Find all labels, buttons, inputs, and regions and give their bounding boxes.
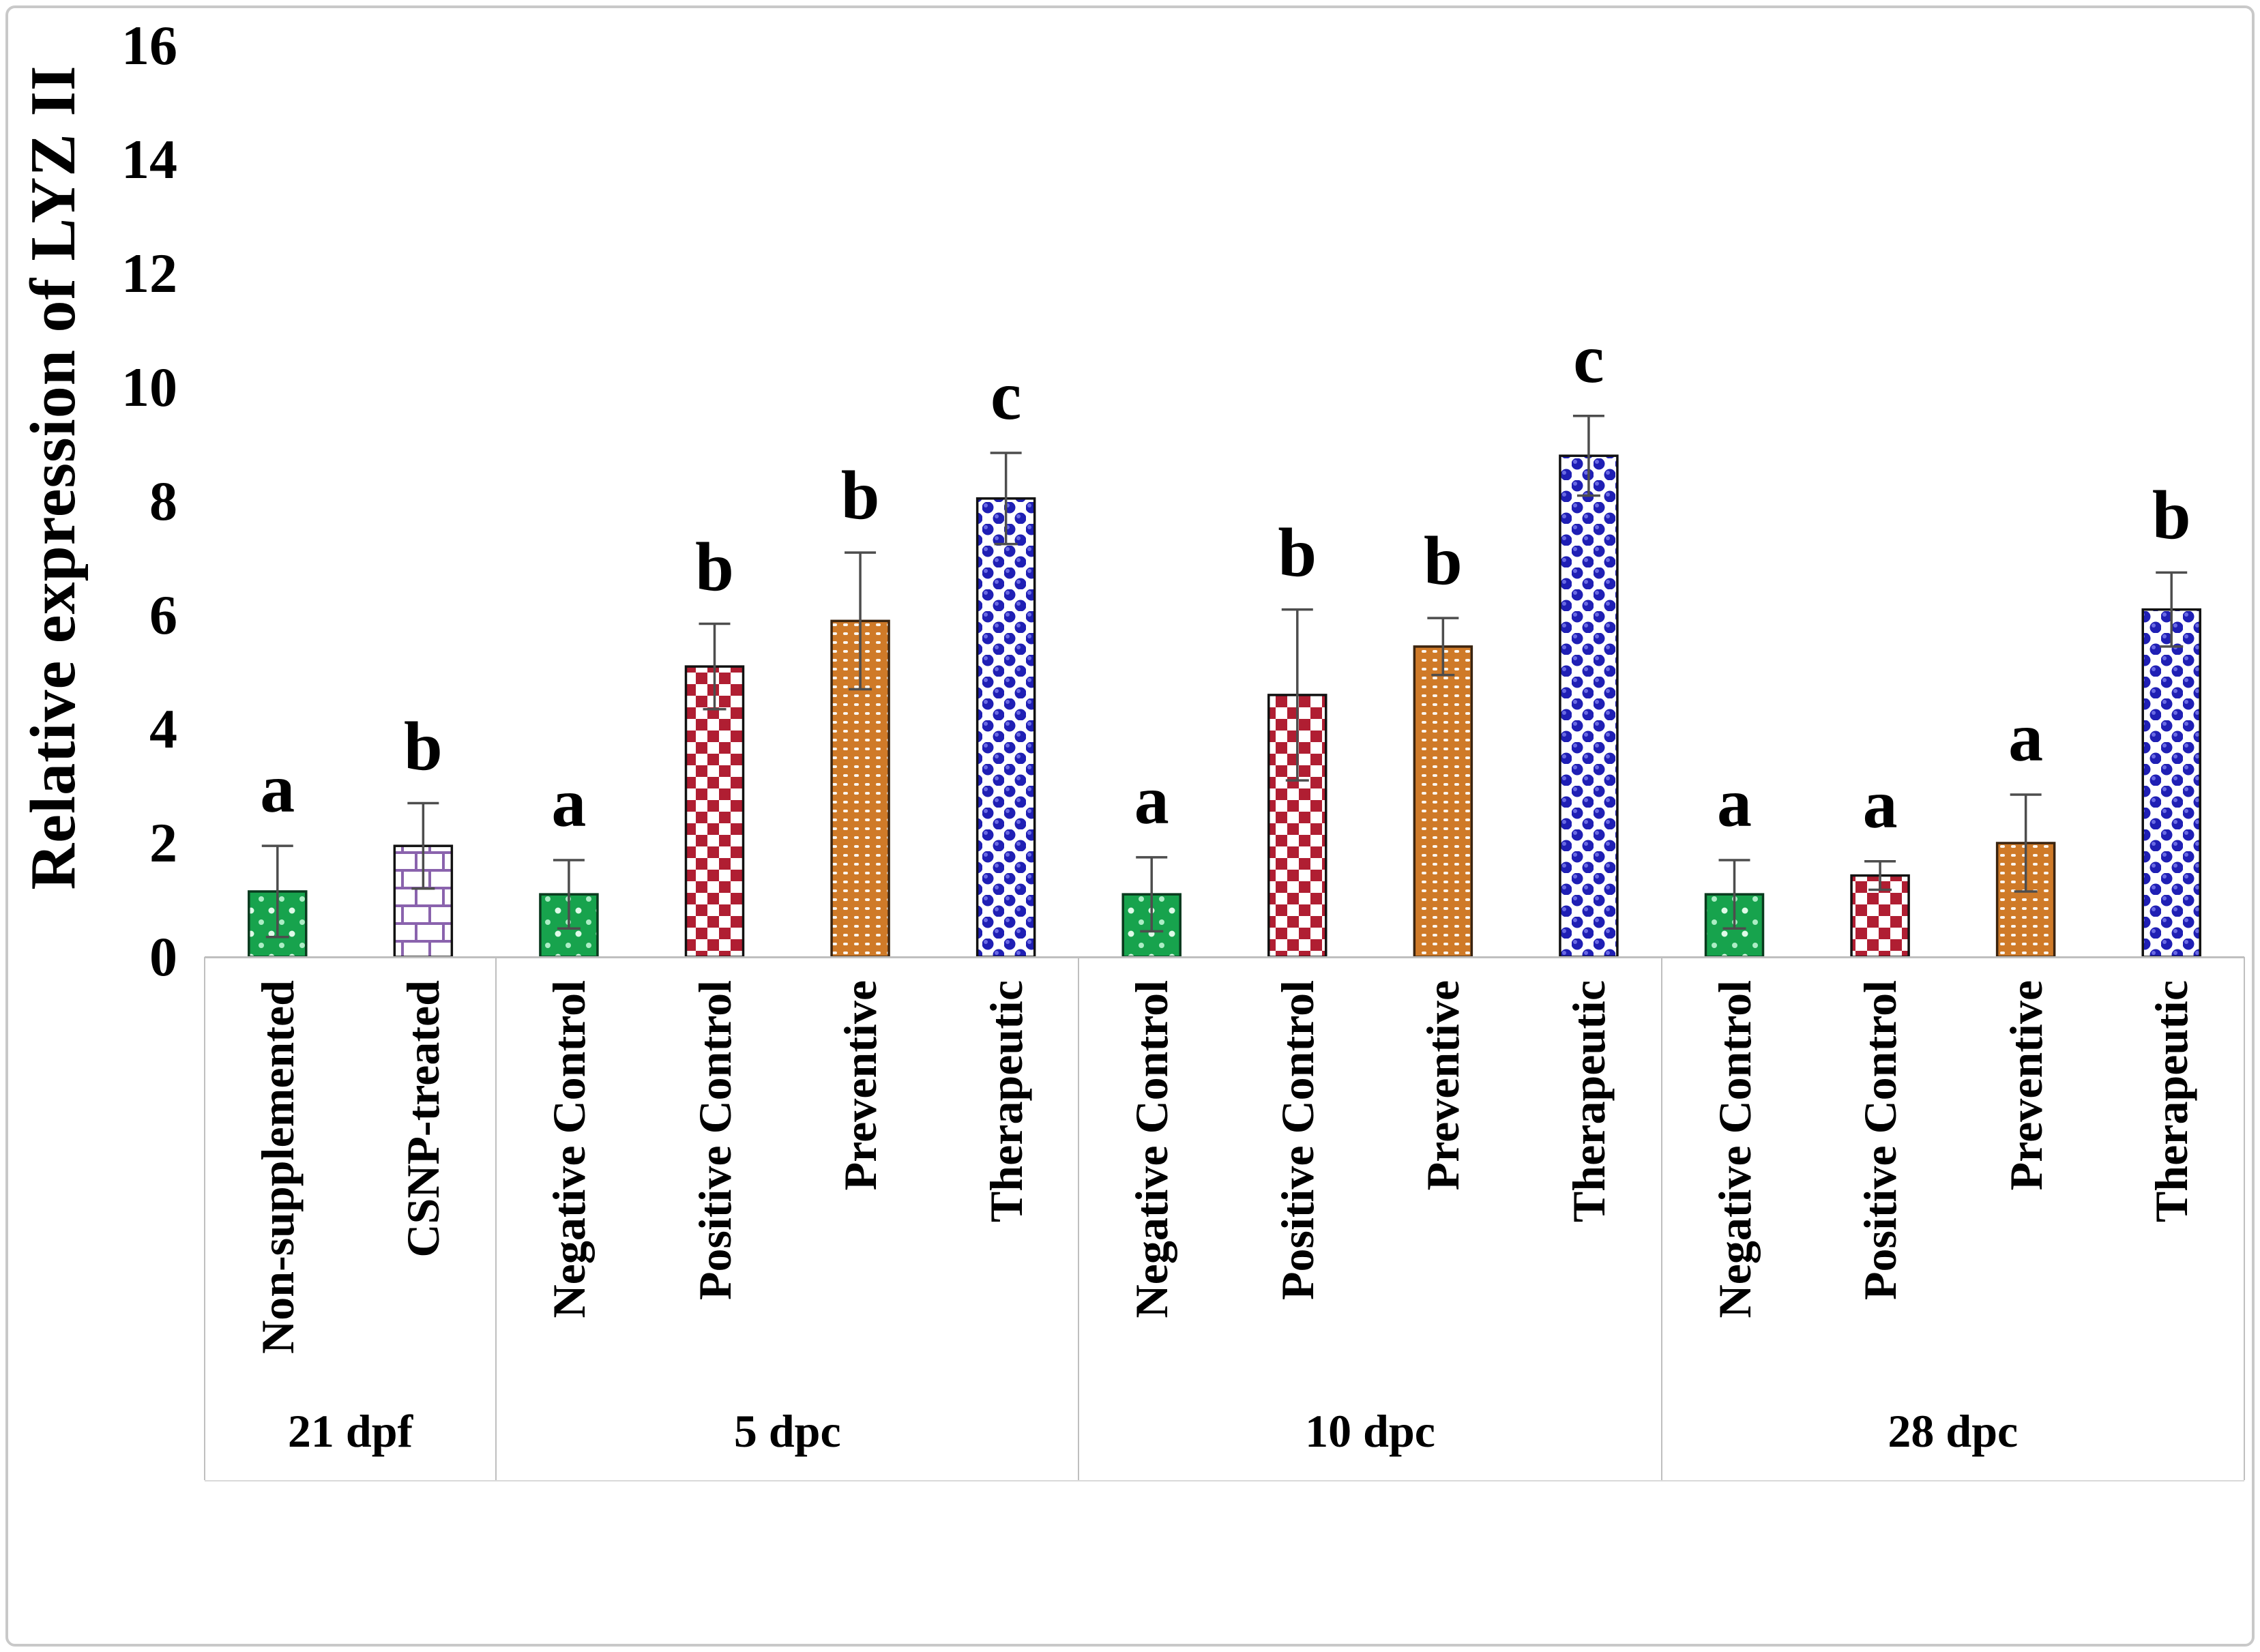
y-tick-label-2: 2 <box>149 812 177 874</box>
significance-letter: a <box>1134 761 1169 839</box>
group-label-10-dpc: 10 dpc <box>1305 1405 1435 1457</box>
significance-letter: b <box>1278 514 1317 591</box>
significance-letter: a <box>260 750 295 828</box>
category-label-Non-supplemented: Non-supplemented <box>251 980 304 1354</box>
significance-letter: a <box>1862 765 1898 843</box>
error-bar <box>1427 617 1459 677</box>
x-axis-baseline <box>205 956 2244 958</box>
category-label-Preventive: Preventive <box>834 980 887 1191</box>
y-tick-label-8: 8 <box>149 470 177 532</box>
category-label-Preventive: Preventive <box>1417 980 1469 1191</box>
category-box-bottom-line <box>205 1480 2244 1481</box>
error-bar <box>553 859 585 930</box>
category-box-divider-3 <box>1660 957 1662 1480</box>
category-box-divider-1 <box>495 957 497 1480</box>
y-tick-label-12: 12 <box>121 242 177 304</box>
category-label-Negative-Control: Negative Control <box>542 980 595 1318</box>
bar-5-dpc-Therapeutic <box>975 497 1036 958</box>
category-box-divider-4 <box>2244 957 2245 1480</box>
error-bar <box>1718 859 1750 930</box>
significance-letter: b <box>695 528 734 606</box>
error-bar <box>1136 856 1168 933</box>
group-label-28-dpc: 28 dpc <box>1888 1405 2019 1457</box>
significance-letter: c <box>1573 320 1604 398</box>
bar-10-dpc-Preventive <box>1413 645 1473 958</box>
error-bar <box>261 844 293 939</box>
category-label-Therapeutic: Therapeutic <box>2145 980 2198 1223</box>
error-bar <box>845 551 877 691</box>
y-tick-label-6: 6 <box>149 584 177 646</box>
y-tick-label-10: 10 <box>121 356 177 418</box>
error-bar <box>1572 415 1604 497</box>
significance-letter: b <box>840 457 880 535</box>
category-box-divider-0 <box>204 957 205 1480</box>
significance-letter: c <box>990 357 1022 435</box>
category-label-Negative-Control: Negative Control <box>1126 980 1178 1318</box>
error-bar <box>990 452 1022 546</box>
category-label-Therapeutic: Therapeutic <box>980 980 1032 1223</box>
group-label-21-dpf: 21 dpf <box>287 1405 413 1457</box>
category-label-Positive-Control: Positive Control <box>688 980 741 1301</box>
group-label-5-dpc: 5 dpc <box>733 1405 841 1457</box>
bar-10-dpc-Therapeutic <box>1559 454 1619 958</box>
y-tick-label-14: 14 <box>121 128 177 190</box>
error-bar <box>1864 859 1896 891</box>
category-label-Positive-Control: Positive Control <box>1854 980 1907 1301</box>
category-label-Therapeutic: Therapeutic <box>1562 980 1615 1223</box>
category-box-divider-2 <box>1078 957 1080 1480</box>
error-bar <box>2010 793 2042 893</box>
significance-letter: a <box>1717 765 1752 842</box>
y-tick-label-4: 4 <box>149 698 177 760</box>
error-bar <box>2156 571 2188 648</box>
category-label-Negative-Control: Negative Control <box>1708 980 1761 1318</box>
category-label-Positive-Control: Positive Control <box>1271 980 1323 1301</box>
error-bar <box>407 801 439 890</box>
error-bar <box>1281 608 1313 782</box>
category-label-CSNP-treated: CSNP-treated <box>397 980 450 1258</box>
bar-28-dpc-Therapeutic <box>2141 608 2201 958</box>
significance-letter: a <box>2008 699 2044 777</box>
significance-letter: b <box>1423 522 1463 600</box>
y-tick-label-0: 0 <box>149 926 177 988</box>
significance-letter: b <box>2152 477 2191 555</box>
significance-letter: b <box>403 707 443 785</box>
category-label-Preventive: Preventive <box>1999 980 2052 1191</box>
significance-letter: a <box>551 765 587 842</box>
y-tick-label-16: 16 <box>121 14 177 76</box>
error-bar <box>699 622 731 711</box>
